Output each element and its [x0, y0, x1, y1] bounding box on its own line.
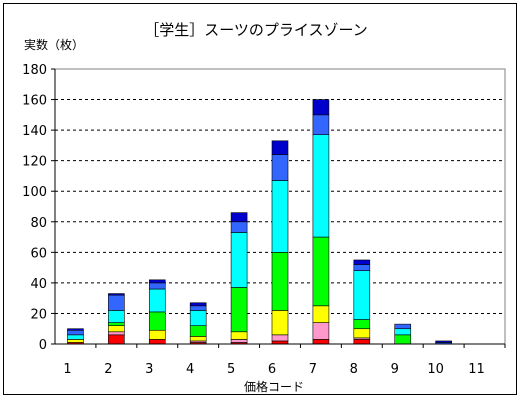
bar-segment-6 — [189, 305, 207, 311]
x-tick-label: 7 — [309, 362, 317, 377]
bar-segment-6 — [312, 114, 330, 135]
bar-segment-3 — [108, 325, 125, 333]
y-tick-label: 100 — [22, 185, 47, 200]
x-ticks: 1 2 3 4 5 6 7 8 9 10 11 — [63, 344, 506, 377]
bar-segment-7 — [108, 293, 125, 296]
bar-segment-3 — [67, 339, 84, 343]
bar-segment-1 — [148, 339, 166, 345]
bar-segment-5 — [312, 134, 330, 238]
bar-segment-7 — [230, 212, 248, 223]
chart-frame: ［学生］スーツのプライスゾーン 実数（枚） 価格コード 0 20 40 60 80 100… — [3, 3, 517, 395]
bar-segment-1 — [353, 339, 371, 345]
bar-segment-7 — [67, 328, 84, 331]
x-tick-label: 11 — [468, 362, 485, 377]
y-tick-label: 160 — [22, 94, 47, 109]
chart-svg: ［学生］スーツのプライスゾーン 実数（枚） 価格コード 020406080100… — [22, 21, 506, 394]
bar-segment-7 — [148, 279, 166, 284]
x-tick-label: 6 — [268, 362, 276, 377]
bar-segment-3 — [148, 329, 166, 340]
x-tick-label: 4 — [186, 362, 194, 377]
bar-segment-2 — [312, 322, 330, 340]
bar-segment-1 — [108, 334, 125, 345]
bar-segment-3 — [353, 328, 371, 339]
y-tick-label: 180 — [22, 63, 47, 78]
bar-segment-4 — [189, 325, 207, 337]
bar-segment-7 — [353, 259, 371, 265]
x-tick-label: 9 — [391, 362, 399, 377]
bar-segment-3 — [189, 336, 207, 342]
y-tick-label: 80 — [30, 216, 47, 231]
bar-segment-7 — [435, 340, 452, 343]
x-tick-label: 5 — [227, 362, 235, 377]
bar-segment-3 — [312, 305, 330, 323]
bars-layer — [67, 99, 452, 345]
bar-segment-5 — [189, 310, 207, 326]
bar-segment-4 — [312, 236, 330, 307]
y-ticks: 0 20 40 60 80 100 120 140 160 180 — [22, 63, 55, 353]
bar-segment-5 — [230, 232, 248, 288]
bar-segment-5 — [108, 310, 125, 323]
bar-segment-5 — [394, 328, 412, 336]
y-tick-label: 60 — [30, 246, 47, 261]
y-tick-label: 140 — [22, 124, 47, 139]
bar-segment-6 — [353, 264, 371, 271]
y-axis-label: 実数（枚） — [24, 37, 84, 52]
bar-segment-2 — [271, 334, 289, 342]
y-tick-label: 120 — [22, 155, 47, 170]
bar-segment-4 — [394, 334, 412, 345]
bar-segment-5 — [353, 270, 371, 320]
bar-segment-7 — [189, 302, 207, 307]
x-tick-label: 1 — [63, 362, 71, 377]
bar-segment-5 — [271, 180, 289, 253]
x-axis-label: 価格コード — [244, 379, 304, 394]
x-tick-label: 10 — [427, 362, 444, 377]
y-tick-label: 40 — [30, 277, 47, 292]
y-tick-label: 20 — [30, 307, 47, 322]
bar-segment-3 — [271, 310, 289, 336]
bar-segment-1 — [312, 339, 330, 345]
bar-segment-2 — [108, 331, 125, 336]
bar-segment-4 — [230, 287, 248, 333]
bar-segment-6 — [394, 323, 412, 330]
bar-segment-6 — [67, 329, 84, 336]
x-tick-label: 3 — [145, 362, 153, 377]
bar-segment-4 — [108, 322, 125, 326]
bar-segment-7 — [271, 140, 289, 155]
bar-segment-5 — [67, 334, 84, 340]
x-tick-label: 2 — [104, 362, 112, 377]
bar-segment-6 — [108, 294, 125, 311]
bar-segment-6 — [271, 154, 289, 181]
bar-segment-4 — [148, 311, 166, 331]
bar-segment-6 — [230, 221, 248, 233]
bar-segment-5 — [148, 288, 166, 313]
bar-segment-7 — [312, 99, 330, 116]
bar-segment-2 — [230, 339, 248, 343]
chart-title: ［学生］スーツのプライスゾーン — [144, 21, 368, 39]
bar-segment-6 — [148, 282, 166, 290]
y-tick-label: 0 — [39, 338, 47, 353]
bar-segment-4 — [353, 319, 371, 330]
x-tick-label: 8 — [350, 362, 358, 377]
bar-segment-4 — [271, 252, 289, 311]
bar-segment-3 — [230, 331, 248, 340]
